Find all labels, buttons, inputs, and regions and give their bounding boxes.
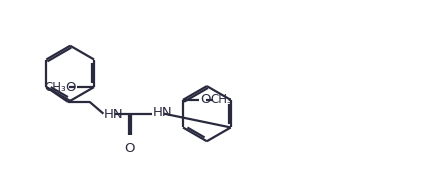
Text: O: O: [201, 93, 211, 106]
Text: HN: HN: [104, 108, 124, 121]
Text: O: O: [124, 142, 134, 155]
Text: CH₃: CH₃: [45, 81, 67, 94]
Text: methoxy: methoxy: [5, 82, 54, 92]
Text: CH₃: CH₃: [210, 93, 232, 106]
Text: O: O: [65, 81, 75, 94]
Text: HN: HN: [153, 106, 172, 119]
